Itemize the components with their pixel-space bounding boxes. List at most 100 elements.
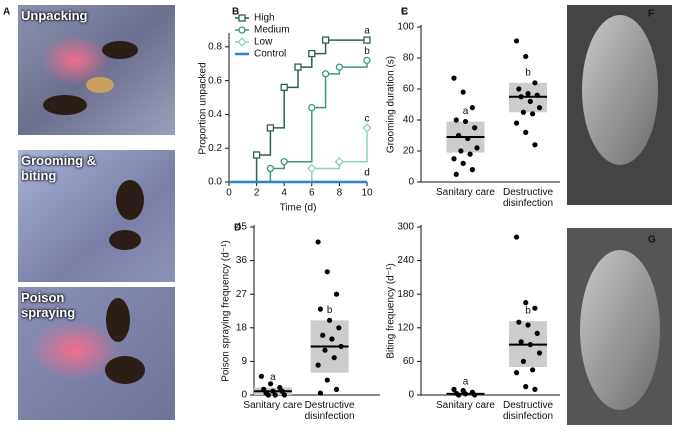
data-marker <box>334 157 345 167</box>
data-point <box>513 38 520 44</box>
significance-letter: b <box>364 46 370 57</box>
data-point <box>530 367 536 373</box>
data-point <box>469 105 475 111</box>
category-label: Destructive disinfection <box>503 400 554 422</box>
y-axis-label: Biting frequency (d⁻¹) <box>386 263 397 358</box>
data-point <box>317 390 323 396</box>
significance-letter: a <box>270 372 276 383</box>
data-point <box>527 98 533 104</box>
data-point <box>462 391 469 397</box>
panel-letter: A <box>3 7 10 18</box>
data-point <box>472 125 478 131</box>
data-point <box>462 118 469 125</box>
data-marker <box>307 163 317 174</box>
data-point <box>523 129 529 135</box>
y-tick-label: 0.6 <box>208 75 222 86</box>
x-tick-label: 4 <box>281 188 287 199</box>
photo-label-box: Unpacking <box>21 8 88 23</box>
data-marker <box>266 124 275 132</box>
data-point <box>523 53 529 60</box>
data-point <box>518 339 524 345</box>
data-marker <box>321 70 330 78</box>
y-tick-label: 18 <box>236 322 248 333</box>
y-tick-label: 180 <box>397 289 414 300</box>
data-marker <box>294 63 302 71</box>
data-point <box>451 156 457 162</box>
x-tick-label: 2 <box>254 188 260 199</box>
data-point <box>534 92 540 98</box>
data-point <box>279 388 285 394</box>
significance-letter: b <box>327 305 333 316</box>
data-point <box>331 355 337 361</box>
significance-letter: d <box>364 168 370 179</box>
data-point <box>320 332 326 338</box>
photo-label-box: Grooming & biting <box>21 153 96 183</box>
photo-label: Poison spraying <box>21 290 76 320</box>
y-tick-label: 27 <box>236 289 248 300</box>
data-point <box>513 370 520 376</box>
data-point <box>270 388 276 394</box>
y-tick-label: 0 <box>408 177 414 188</box>
data-point <box>460 89 466 95</box>
data-point <box>530 111 536 117</box>
photo-label: Unpacking <box>21 8 88 23</box>
y-tick-label: 60 <box>403 84 415 95</box>
data-point <box>513 120 520 126</box>
data-marker <box>308 49 316 58</box>
x-axis-label: Time (d) <box>280 203 317 214</box>
y-tick-label: 60 <box>403 356 415 367</box>
data-point <box>523 300 529 306</box>
y-tick-label: 0.8 <box>208 41 222 52</box>
data-point <box>333 386 340 392</box>
category-label-box: Sanitary care <box>243 400 302 411</box>
data-point <box>322 347 328 353</box>
data-point <box>536 350 543 356</box>
data-point <box>536 105 543 111</box>
data-point <box>324 377 330 383</box>
data-point <box>329 336 335 342</box>
y-tick-label: 120 <box>397 322 414 333</box>
data-point <box>453 171 459 177</box>
data-point <box>315 362 321 368</box>
step-line <box>229 127 368 183</box>
y-tick-label: 36 <box>236 255 248 266</box>
y-tick-label: 80 <box>403 53 415 64</box>
data-marker <box>252 151 261 159</box>
y-tick-label: 300 <box>397 222 414 233</box>
data-point <box>453 117 459 123</box>
data-point <box>451 75 457 81</box>
data-marker <box>280 83 288 92</box>
legend-label: Control <box>254 49 286 60</box>
panel-letter: F <box>648 9 654 20</box>
panel-letter: B <box>232 7 239 18</box>
data-point <box>532 142 538 148</box>
y-tick-label: 20 <box>403 146 415 157</box>
data-point <box>277 384 283 391</box>
data-point <box>518 94 524 100</box>
data-point <box>516 86 522 92</box>
panel-letter: E <box>401 7 408 18</box>
significance-letter: b <box>525 306 531 317</box>
data-point <box>520 358 527 364</box>
data-point <box>525 91 531 97</box>
y-tick-label: 45 <box>236 222 248 233</box>
data-point <box>281 392 287 398</box>
y-tick-label: 40 <box>403 115 415 126</box>
data-marker <box>308 104 316 112</box>
data-point <box>261 386 267 392</box>
y-tick-label: 0.4 <box>208 109 222 120</box>
data-marker <box>321 36 330 44</box>
data-point <box>268 381 274 387</box>
panel-letter: D <box>234 223 241 234</box>
sem-image-f <box>567 5 672 205</box>
sem-image-g <box>567 228 672 425</box>
legend-marker <box>238 26 246 34</box>
y-tick-label: 0 <box>241 390 247 401</box>
step-line <box>229 39 367 183</box>
x-tick-label: 8 <box>337 188 343 199</box>
photo-spraying <box>18 287 175 420</box>
data-point <box>315 239 321 245</box>
category-label: Destructive disinfection <box>503 187 554 209</box>
data-point <box>520 109 527 115</box>
